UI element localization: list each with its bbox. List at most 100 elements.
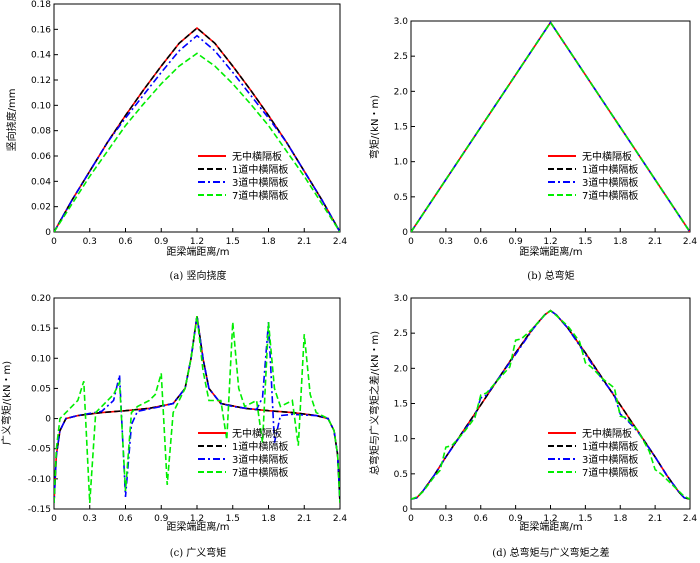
y-tick-label: 0.20 xyxy=(31,294,51,304)
x-tick-label: 1.2 xyxy=(543,237,557,247)
legend-label: 1道中横隔板 xyxy=(232,440,288,453)
x-tick-label: 0.6 xyxy=(118,514,133,524)
series-line-4 xyxy=(411,21,690,232)
legend-label: 1道中横隔板 xyxy=(582,163,638,176)
x-tick-label: 1.2 xyxy=(190,514,204,524)
y-tick-label: 0.15 xyxy=(31,324,51,334)
x-tick-label: 0.9 xyxy=(154,514,169,524)
y-tick-label: 2.5 xyxy=(394,329,408,339)
legend-label: 3道中横隔板 xyxy=(232,453,288,466)
panel-caption: (a) 竖向挠度 xyxy=(170,269,227,282)
chart-panel-a: 0 0.3 0.6 0.9 1.2 1.5 1.8 2.1 2.4 0 0.02 0.04 0.06 0.… xyxy=(5,0,347,282)
x-tick-label: 0 xyxy=(408,237,414,247)
x-tick-label: 2.4 xyxy=(683,514,698,524)
series-line-4 xyxy=(54,52,340,232)
series-line-3 xyxy=(411,309,690,500)
y-axis-label: 广义弯矩/(kN・m) xyxy=(0,361,13,445)
legend-label: 无中横隔板 xyxy=(582,427,632,440)
x-tick-label: 1.8 xyxy=(613,514,628,524)
panel-caption: (b) 总弯矩 xyxy=(527,269,574,282)
legend-label: 7道中横隔板 xyxy=(582,466,638,479)
x-tick-label: 0.6 xyxy=(474,514,489,524)
x-tick-label: 0 xyxy=(51,514,57,524)
x-axis-label: 距梁端距离/m xyxy=(166,520,229,533)
x-tick-label: 2.4 xyxy=(683,237,698,247)
legend-label: 无中横隔板 xyxy=(232,427,282,440)
y-tick-label: 0 xyxy=(45,415,51,425)
y-tick-label: 0.02 xyxy=(31,203,51,213)
x-tick-label: 0.6 xyxy=(118,237,133,247)
legend-label: 3道中横隔板 xyxy=(582,176,638,189)
y-tick-label: -0.15 xyxy=(28,505,51,515)
chart-panel-b: 0 0.3 0.6 0.9 1.2 1.5 1.8 2.1 2.4 0 0.5 1.0 1.5 2.0 2.… xyxy=(368,17,697,282)
legend-label: 7道中横隔板 xyxy=(582,189,638,202)
y-tick-label: 1.5 xyxy=(394,400,408,410)
y-tick-label: 1.0 xyxy=(394,158,409,168)
chart-panel-d: 0 0.3 0.6 0.9 1.2 1.5 1.8 2.1 2.4 0 0.5 1.0 1.5 2.0 2.… xyxy=(368,294,697,559)
x-tick-label: 1.2 xyxy=(190,237,204,247)
series-line-1 xyxy=(54,27,340,232)
y-axis-label: 弯矩/(kN・m) xyxy=(368,95,381,159)
legend-label: 7道中横隔板 xyxy=(232,189,288,202)
y-tick-label: 2.0 xyxy=(394,87,409,97)
x-tick-label: 0.9 xyxy=(154,237,169,247)
x-tick-label: 2.1 xyxy=(648,237,662,247)
legend-label: 3道中横隔板 xyxy=(582,453,638,466)
legend-label: 1道中横隔板 xyxy=(582,440,638,453)
x-axis-label: 距梁端距离/m xyxy=(166,245,229,258)
x-tick-label: 2.1 xyxy=(648,514,662,524)
x-tick-label: 1.2 xyxy=(543,514,557,524)
y-axis-label: 总弯矩与广义弯矩之差/(kN・m) xyxy=(368,331,381,475)
plot-frame xyxy=(410,20,691,233)
x-tick-label: 0.6 xyxy=(474,237,489,247)
x-tick-label: 0.9 xyxy=(508,237,523,247)
series-line-2 xyxy=(54,27,340,232)
y-tick-label: 0 xyxy=(402,505,408,515)
x-tick-label: 1.5 xyxy=(578,514,592,524)
series-line-4 xyxy=(54,315,340,504)
x-tick-label: 2.1 xyxy=(297,514,311,524)
y-tick-label: 3.0 xyxy=(394,294,409,304)
chart-panel-c: 0 0.3 0.6 0.9 1.2 1.5 1.8 2.1 2.4 -0.15 -0.10 -0.05… xyxy=(0,294,347,559)
y-tick-label: 3.0 xyxy=(394,17,409,27)
x-tick-label: 0.9 xyxy=(508,514,523,524)
legend-label: 3道中横隔板 xyxy=(232,176,288,189)
plot-frame xyxy=(410,297,691,510)
y-tick-label: -0.05 xyxy=(28,445,51,455)
series-line-1 xyxy=(411,309,690,500)
x-tick-label: 1.8 xyxy=(613,237,628,247)
y-tick-label: 0.12 xyxy=(31,76,51,86)
y-tick-label: 0.10 xyxy=(31,354,51,364)
x-tick-label: 2.4 xyxy=(333,237,348,247)
y-tick-label: 1.0 xyxy=(394,435,409,445)
y-tick-label: 0.5 xyxy=(394,193,408,203)
legend-label: 7道中横隔板 xyxy=(232,466,288,479)
x-tick-label: 1.5 xyxy=(226,237,240,247)
x-tick-label: 2.1 xyxy=(297,237,311,247)
y-tick-label: 0.08 xyxy=(31,127,51,137)
legend-label: 无中横隔板 xyxy=(582,150,632,163)
y-tick-label: 0 xyxy=(402,228,408,238)
legend-label: 无中横隔板 xyxy=(232,150,282,163)
y-axis-label: 竖向挠度/mm xyxy=(5,89,18,152)
panel-caption: (c) 广义弯矩 xyxy=(170,546,227,559)
series-line-2 xyxy=(54,315,340,504)
y-tick-label: 0.04 xyxy=(31,177,51,187)
x-tick-label: 1.8 xyxy=(261,237,276,247)
x-tick-label: 0.3 xyxy=(439,237,453,247)
legend-label: 1道中横隔板 xyxy=(232,163,288,176)
series-line-2 xyxy=(411,21,690,232)
y-tick-label: 0.06 xyxy=(31,152,51,162)
series-line-2 xyxy=(411,309,690,500)
series-line-1 xyxy=(54,315,340,504)
y-tick-label: 1.5 xyxy=(394,123,408,133)
x-tick-label: 2.4 xyxy=(333,514,348,524)
y-tick-label: 0 xyxy=(45,228,51,238)
y-tick-label: 0.16 xyxy=(31,25,51,35)
y-tick-label: 0.5 xyxy=(394,470,408,480)
y-tick-label: 2.0 xyxy=(394,364,409,374)
